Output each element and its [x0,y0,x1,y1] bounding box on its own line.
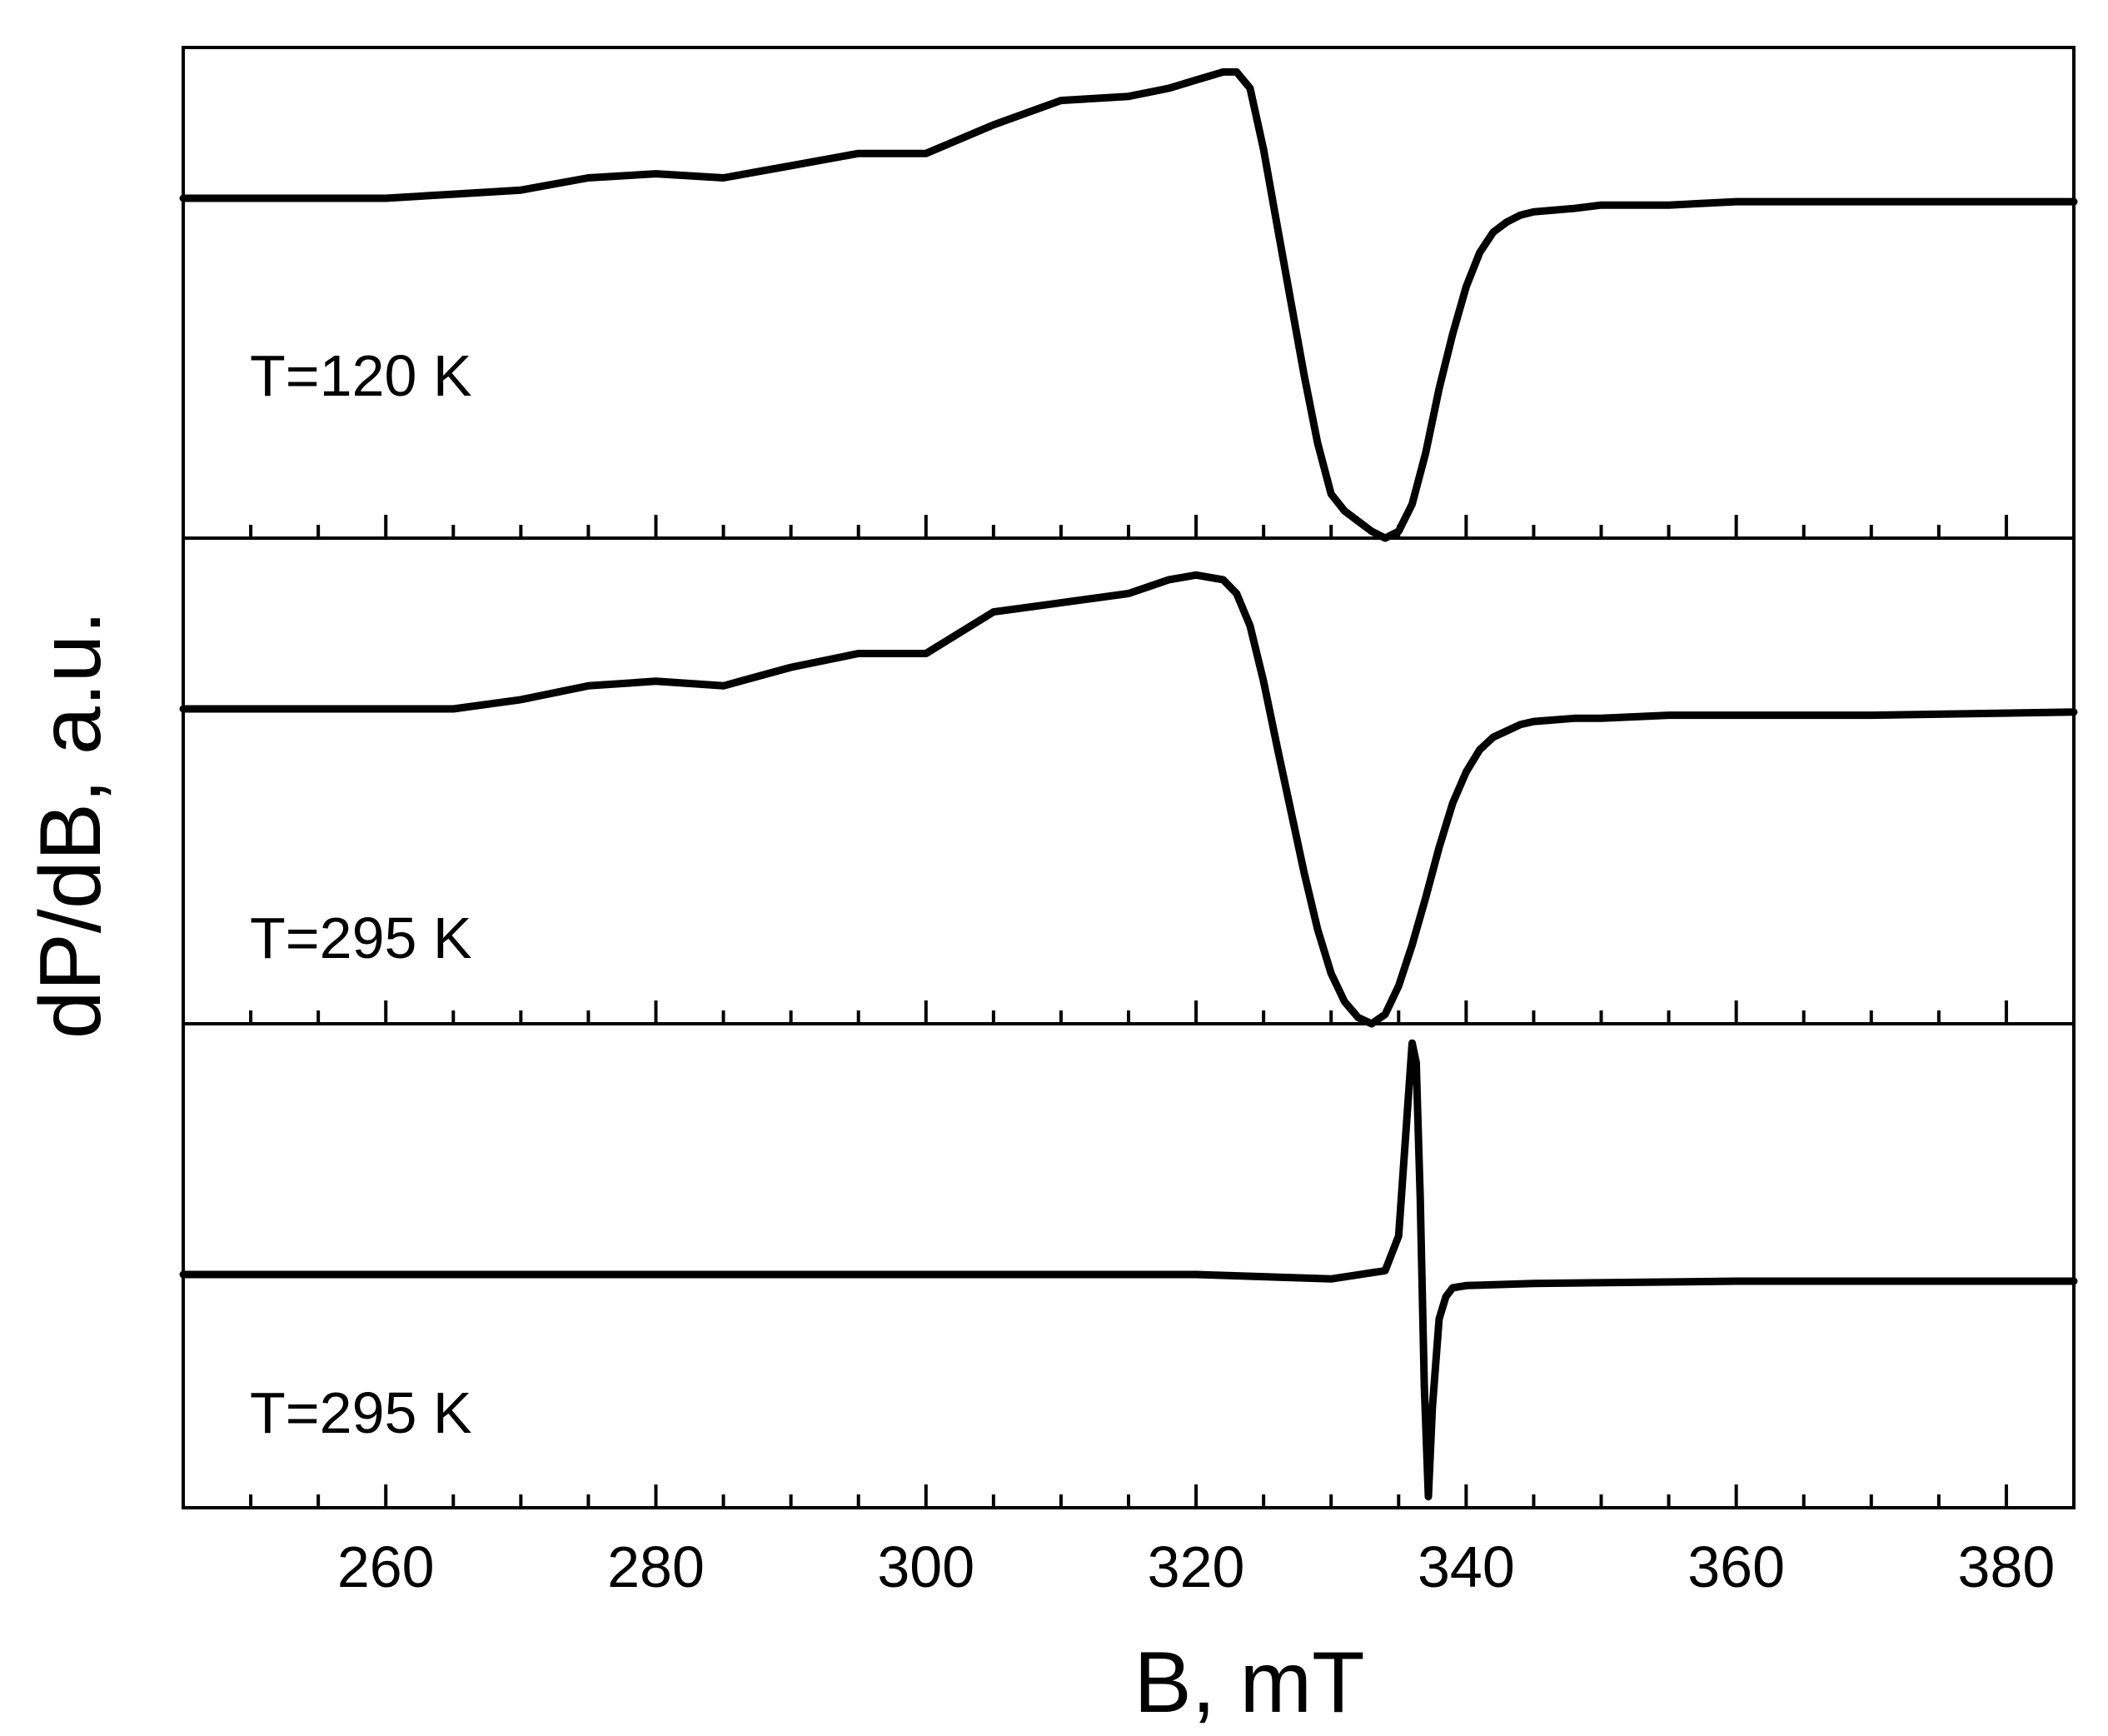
panel-3: T=295 K [179,1022,2078,1509]
series-line [179,571,2078,1028]
series-line [179,67,2078,542]
panel-2: T=295 K [179,536,2078,1028]
x-tick-label: 340 [1418,1534,1515,1599]
y-axis-label: dP/dB, a.u. [22,611,119,1040]
panel-label: T=295 K [250,1380,472,1445]
panel-label: T=120 K [250,343,472,408]
panel-1: T=120 K [179,46,2078,542]
x-tick-label: 300 [877,1534,974,1599]
x-axis: 260 280 300 320 340 360 380 [337,1534,2056,1599]
x-axis-label: B, mT [1134,1634,1364,1731]
x-tick-label: 320 [1148,1534,1245,1599]
panels-layer: T=120 K T=295 K T=295 K [179,46,2078,1509]
series-line [179,1039,2078,1501]
panel-label: T=295 K [250,905,472,970]
x-tick-label: 360 [1687,1534,1785,1599]
panel-frame [182,46,2076,540]
x-tick-label: 260 [337,1534,435,1599]
x-tick-label: 280 [607,1534,705,1599]
x-tick-label: 380 [1958,1534,2056,1599]
